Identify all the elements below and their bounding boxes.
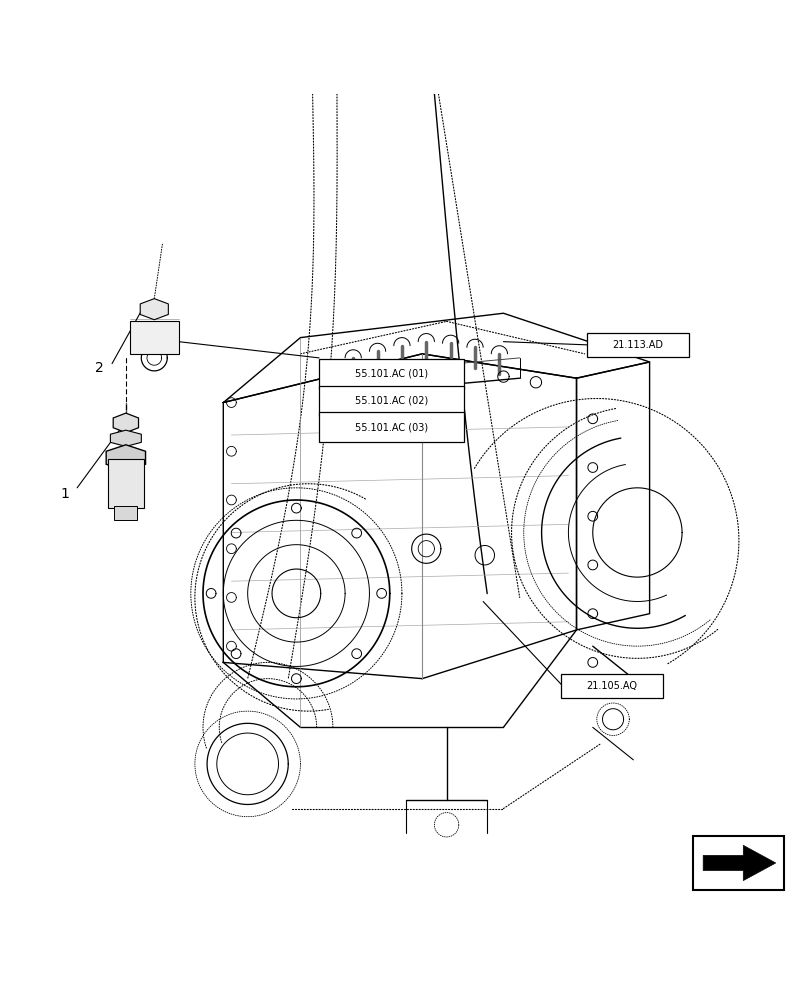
Text: 21.113.AD: 21.113.AD xyxy=(612,340,663,350)
Text: 2: 2 xyxy=(95,361,104,375)
Text: 55.101.AC (03): 55.101.AC (03) xyxy=(354,422,428,432)
FancyBboxPatch shape xyxy=(130,321,178,354)
Text: 55.101.AC (02): 55.101.AC (02) xyxy=(354,396,428,406)
Text: 1: 1 xyxy=(60,487,69,501)
FancyBboxPatch shape xyxy=(319,386,464,416)
Polygon shape xyxy=(106,445,145,471)
FancyBboxPatch shape xyxy=(319,359,464,389)
FancyBboxPatch shape xyxy=(693,836,783,890)
FancyBboxPatch shape xyxy=(319,412,464,442)
FancyBboxPatch shape xyxy=(114,506,137,520)
FancyBboxPatch shape xyxy=(108,459,144,508)
Polygon shape xyxy=(702,845,775,881)
FancyBboxPatch shape xyxy=(560,674,663,698)
Polygon shape xyxy=(110,430,141,446)
Text: 21.105.AQ: 21.105.AQ xyxy=(586,681,637,691)
FancyBboxPatch shape xyxy=(586,333,689,357)
Text: 55.101.AC (01): 55.101.AC (01) xyxy=(354,369,428,379)
Polygon shape xyxy=(113,413,139,433)
Polygon shape xyxy=(140,299,168,320)
